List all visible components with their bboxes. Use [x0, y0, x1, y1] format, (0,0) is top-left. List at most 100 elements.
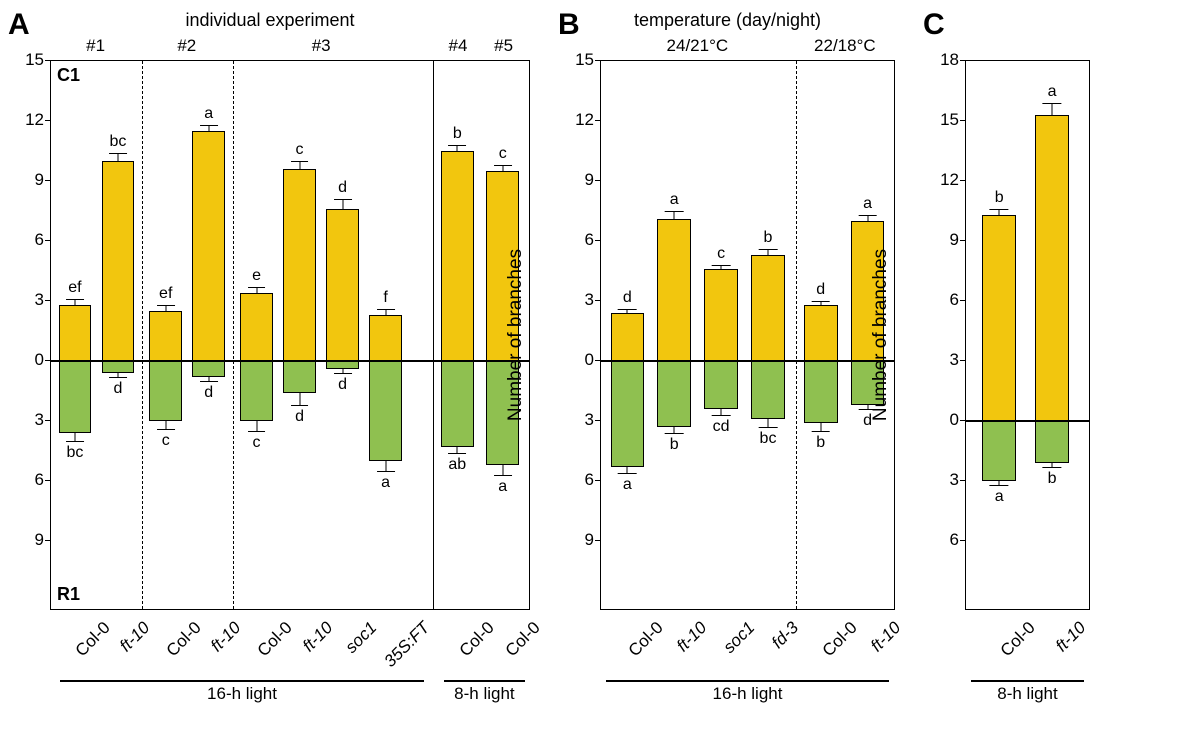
errorbar-cap — [759, 427, 778, 428]
errorbar — [502, 465, 503, 475]
significance-letter: d — [295, 408, 304, 426]
y-tick-label: 0 — [950, 410, 959, 430]
errorbar — [342, 199, 343, 209]
bar-bottom — [283, 361, 316, 393]
x-labels: Col-0ft-10 — [965, 610, 1090, 680]
errorbar — [674, 211, 675, 219]
bar-bottom — [611, 361, 645, 467]
group-label-bottom: 8-h light — [454, 684, 514, 704]
x-tick-label: ft-10 — [116, 618, 154, 656]
x-tick-label: Col-0 — [163, 618, 206, 661]
x-tick-label: Col-0 — [72, 618, 115, 661]
group-label: #4 — [449, 36, 468, 56]
bar-bottom — [369, 361, 402, 461]
errorbar-cap — [665, 433, 684, 434]
significance-letter: a — [498, 478, 507, 496]
x-tick-label: Col-0 — [501, 618, 544, 661]
errorbar-cap — [712, 415, 731, 416]
bar-bottom — [149, 361, 182, 421]
errorbar-cap — [291, 405, 309, 406]
errorbar-cap — [1042, 467, 1061, 468]
errorbar — [299, 161, 300, 169]
errorbar — [768, 419, 769, 427]
y-tick-label: 3 — [585, 410, 594, 430]
bar-bottom — [59, 361, 92, 433]
errorbar-cap — [157, 429, 175, 430]
significance-letter: b — [995, 189, 1004, 207]
x-tick-label: soc1 — [719, 618, 759, 658]
panel-top-title: temperature (day/night) — [560, 10, 895, 34]
bar-top — [804, 305, 838, 361]
y-tick-label: 3 — [35, 410, 44, 430]
group-label: 24/21°C — [667, 36, 729, 56]
significance-letter: cd — [713, 418, 730, 436]
significance-letter: d — [113, 380, 122, 398]
group-labels-row — [965, 36, 1090, 60]
x-tick-label: fd-3 — [768, 618, 803, 653]
group-label-bottom: 16-h light — [207, 684, 277, 704]
errorbar — [117, 153, 118, 161]
errorbar-cap — [66, 441, 84, 442]
y-tick-label: 3 — [585, 290, 594, 310]
bottom-group-labels: 16-h light — [600, 680, 895, 710]
significance-letter: c — [499, 145, 507, 163]
x-labels: Col-0ft-10soc1fd-3Col-0ft-10 — [600, 610, 895, 680]
bar-top — [283, 169, 316, 361]
divider — [142, 61, 143, 609]
x-tick-label: Col-0 — [624, 618, 667, 661]
y-tick-label: 9 — [585, 530, 594, 550]
bar-top — [982, 215, 1016, 421]
significance-letter: a — [995, 488, 1004, 506]
significance-letter: a — [204, 105, 213, 123]
errorbar-cap — [811, 431, 830, 432]
plot-wrap: Number of branches03691215369C1R1efbcbcd… — [10, 60, 530, 610]
bar-top — [240, 293, 273, 361]
plot-wrap: Number of branches03691215369daabccdbbcd… — [560, 60, 895, 610]
significance-letter: b — [670, 436, 679, 454]
y-axis: 036912151836 — [925, 60, 965, 610]
y-tick-label: 6 — [950, 290, 959, 310]
y-tick-label: 6 — [35, 230, 44, 250]
errorbar-cap — [448, 453, 466, 454]
y-tick-label: 3 — [35, 290, 44, 310]
significance-letter: d — [816, 281, 825, 299]
y-tick-label: 6 — [585, 470, 594, 490]
bar-top — [441, 151, 474, 361]
errorbar-cap — [109, 377, 127, 378]
plot-area: C1R1efbcbcdefcadeccdddfababca — [50, 60, 530, 610]
group-label: #5 — [494, 36, 513, 56]
errorbar — [256, 421, 257, 431]
y-tick-label: 0 — [35, 350, 44, 370]
significance-letter: ab — [448, 456, 466, 474]
region-label-top: C1 — [57, 65, 80, 86]
errorbar-cap — [1042, 103, 1061, 104]
region-label-bottom: R1 — [57, 584, 80, 605]
x-tick-label: ft-10 — [299, 618, 337, 656]
panel-top-title: individual experiment — [10, 10, 530, 34]
bar-top — [326, 209, 359, 361]
significance-letter: d — [338, 179, 347, 197]
bar-top — [59, 305, 92, 361]
significance-letter: a — [863, 195, 872, 213]
y-axis: 03691215369 — [10, 60, 50, 610]
bar-top — [657, 219, 691, 361]
y-tick-label: 3 — [950, 470, 959, 490]
y-tick-label: 9 — [585, 170, 594, 190]
errorbar — [74, 433, 75, 441]
bar-bottom — [751, 361, 785, 419]
errorbar-cap — [712, 265, 731, 266]
y-tick-label: 12 — [575, 110, 594, 130]
bar-top — [611, 313, 645, 361]
errorbar-cap — [990, 209, 1009, 210]
significance-letter: c — [162, 432, 170, 450]
bar-bottom — [240, 361, 273, 421]
divider — [796, 61, 797, 609]
errorbar-cap — [66, 299, 84, 300]
panel-a: Aindividual experiment#1#2#3#4#5Number o… — [10, 10, 530, 710]
plot-area: baab — [965, 60, 1090, 610]
y-tick-label: 9 — [950, 230, 959, 250]
errorbar-cap — [291, 161, 309, 162]
group-underline — [606, 680, 889, 682]
bar-bottom — [704, 361, 738, 409]
significance-letter: a — [381, 474, 390, 492]
